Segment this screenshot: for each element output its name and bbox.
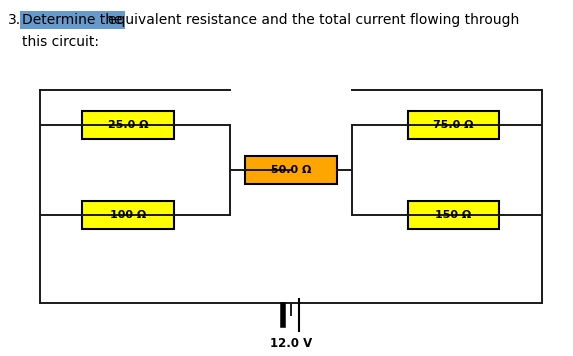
Text: equivalent resistance and the total current flowing through: equivalent resistance and the total curr… (108, 13, 519, 27)
Bar (408, 201, 499, 229)
Text: 12.0 V: 12.0 V (270, 337, 312, 350)
Bar (83, 111, 174, 139)
Text: 75.0 Ω: 75.0 Ω (433, 120, 474, 130)
Text: this circuit:: this circuit: (22, 35, 99, 49)
Text: 50.0 Ω: 50.0 Ω (270, 165, 311, 175)
Bar (408, 111, 499, 139)
Bar (83, 201, 174, 229)
Bar (245, 156, 336, 184)
Text: Determine the: Determine the (22, 13, 123, 27)
Text: 100 Ω: 100 Ω (110, 210, 146, 220)
Text: 150 Ω: 150 Ω (435, 210, 472, 220)
Text: 25.0 Ω: 25.0 Ω (108, 120, 148, 130)
Text: 3.: 3. (8, 13, 21, 27)
